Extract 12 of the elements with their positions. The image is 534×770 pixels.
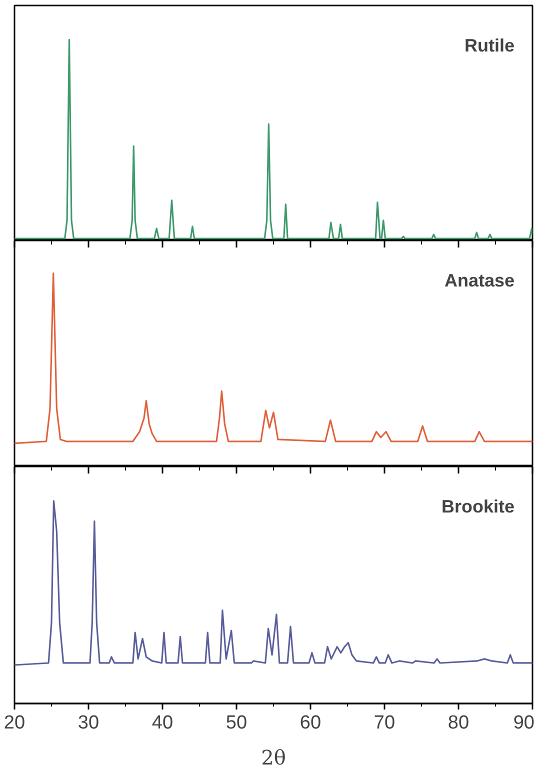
x-axis-title: 2θ xyxy=(261,746,286,770)
annotation: Rutile xyxy=(464,36,515,56)
x-tick-label: 20 xyxy=(4,712,26,734)
x-tick-label: 70 xyxy=(374,712,396,734)
annotation: Anatase xyxy=(444,270,514,290)
x-tick-label: 40 xyxy=(152,712,174,734)
x-tick-label: 60 xyxy=(300,712,322,734)
x-tick-label: 30 xyxy=(78,712,100,734)
x-tick-label: 90 xyxy=(513,712,534,734)
annotation: Brookite xyxy=(441,496,515,516)
x-tick-label: 80 xyxy=(448,712,470,734)
x-tick-label: 50 xyxy=(226,712,248,734)
